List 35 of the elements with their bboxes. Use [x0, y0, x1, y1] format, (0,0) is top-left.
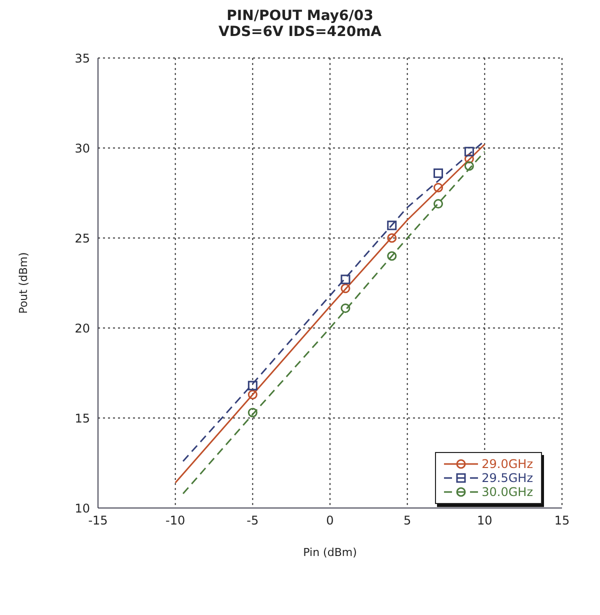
point [464, 146, 474, 156]
point [434, 199, 444, 209]
point [387, 233, 397, 243]
y-tick-label: 25 [74, 231, 90, 246]
point [340, 284, 350, 294]
point [464, 161, 474, 171]
point [434, 168, 444, 178]
x-tick-label: -5 [246, 514, 259, 528]
y-tick-label: 30 [74, 141, 90, 156]
x-tick-label: 0 [326, 514, 334, 528]
point [387, 251, 397, 261]
point [464, 154, 474, 164]
y-tick-label: 10 [74, 501, 90, 516]
x-tick-label: 5 [404, 514, 412, 528]
chart-title: PIN/POUT May6/03 [226, 8, 374, 24]
point [248, 408, 258, 418]
chart-subtitle: VDS=6V IDS=420mA [217, 24, 382, 40]
x-tick-label: -15 [88, 514, 108, 528]
legend-label: 29.0GHz [482, 457, 533, 471]
x-axis-title: Pin (dBm) [303, 546, 357, 559]
point [248, 380, 258, 390]
point [387, 220, 397, 230]
y-tick-label: 20 [74, 321, 90, 336]
legend-label: 30.0GHz [482, 485, 533, 499]
point [248, 390, 258, 400]
x-tick-label: 10 [477, 514, 492, 528]
legend-label: 29.5GHz [482, 471, 533, 485]
point [340, 303, 350, 313]
y-tick-label: 35 [74, 51, 90, 66]
x-tick-label: -10 [166, 514, 186, 528]
y-axis-title: Pout (dBm) [16, 252, 30, 314]
y-tick-label: 15 [74, 411, 90, 426]
point [340, 274, 350, 284]
point [434, 182, 444, 192]
x-tick-label: 15 [554, 514, 570, 528]
